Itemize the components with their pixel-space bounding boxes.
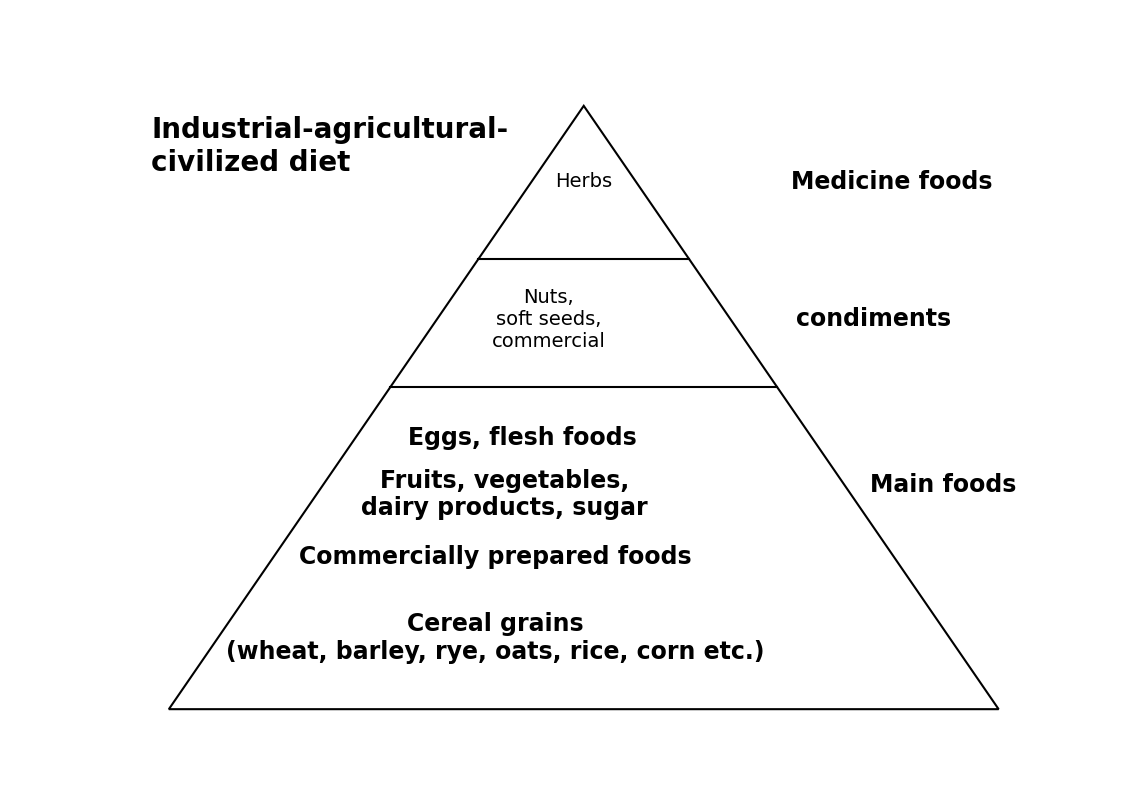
Text: Fruits, vegetables,
dairy products, sugar: Fruits, vegetables, dairy products, suga…: [361, 468, 648, 520]
Text: Nuts,
soft seeds,
commercial: Nuts, soft seeds, commercial: [492, 288, 605, 350]
Text: Main foods: Main foods: [870, 473, 1016, 496]
Text: Cereal grains
(wheat, barley, rye, oats, rice, corn etc.): Cereal grains (wheat, barley, rye, oats,…: [227, 611, 764, 663]
Text: Industrial-agricultural-
civilized diet: Industrial-agricultural- civilized diet: [151, 116, 508, 176]
Text: Medicine foods: Medicine foods: [792, 169, 993, 194]
Text: Herbs: Herbs: [555, 172, 613, 191]
Text: Eggs, flesh foods: Eggs, flesh foods: [408, 426, 637, 449]
Text: condiments: condiments: [796, 307, 951, 331]
Text: Commercially prepared foods: Commercially prepared foods: [300, 544, 691, 569]
